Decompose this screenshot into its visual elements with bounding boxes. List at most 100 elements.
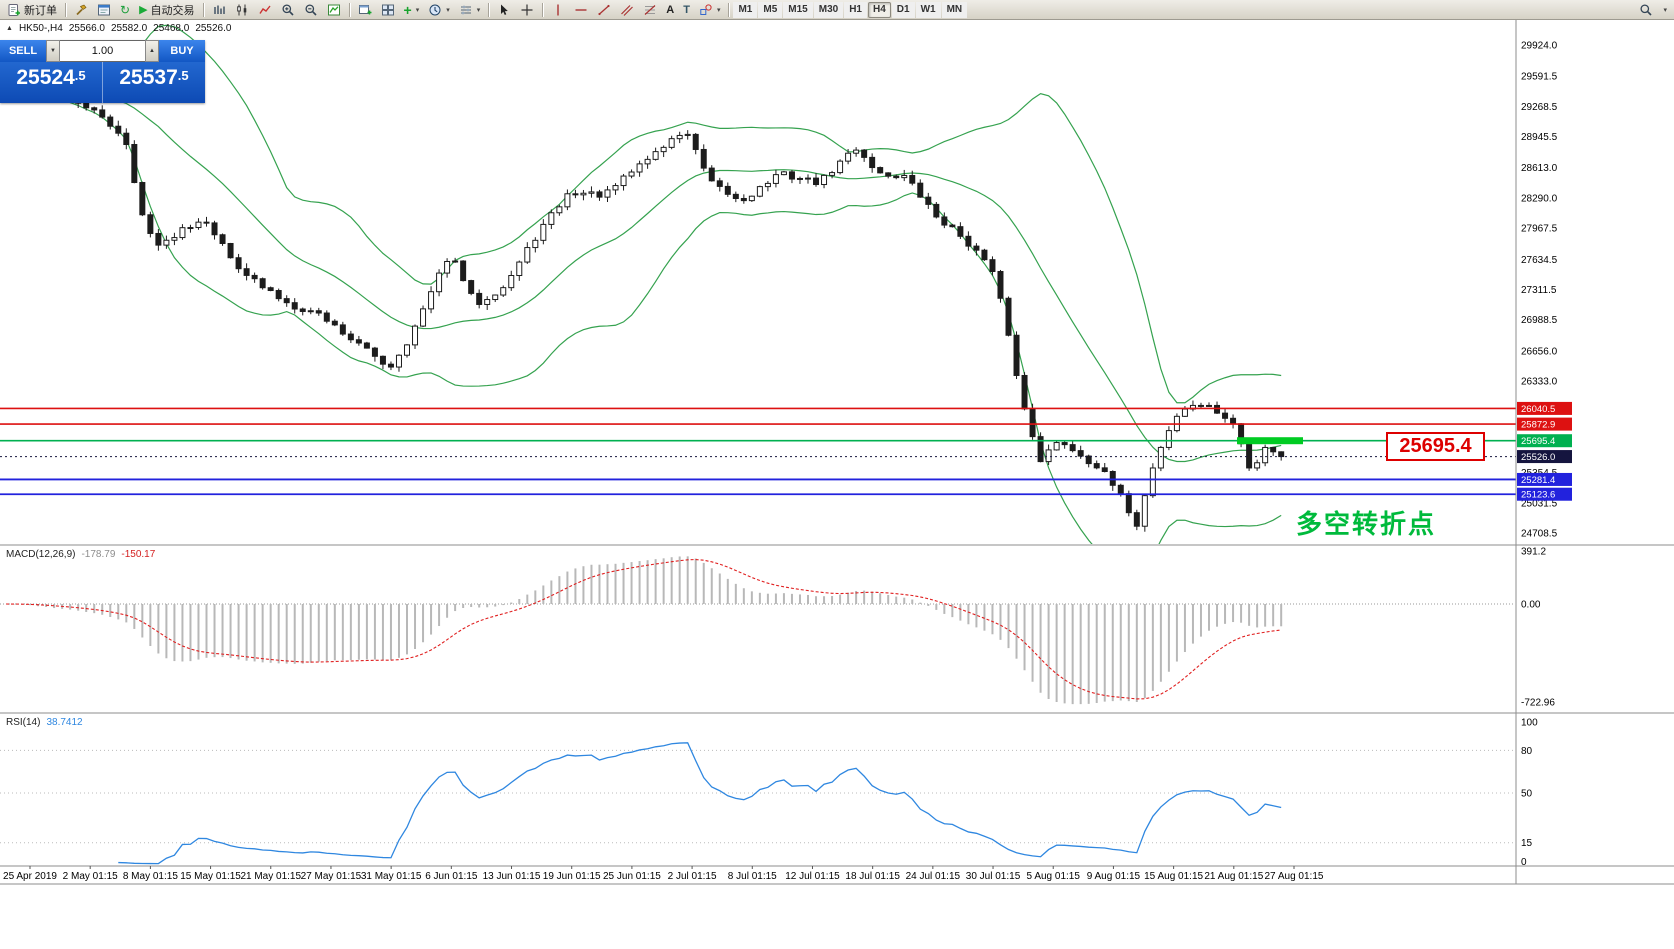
rsi-scale-label: 15 (1521, 838, 1533, 849)
timeframe-m5-button[interactable]: M5 (758, 1, 783, 18)
timeframe-mn-button[interactable]: MN (941, 1, 968, 18)
price-level-callout[interactable]: 25695.4 (1386, 432, 1485, 461)
macd-signal-value: -150.17 (121, 549, 156, 560)
zoom-out-icon (304, 3, 317, 16)
autotrading-button[interactable]: ▶ 自动交易 (135, 1, 198, 19)
chart-properties-button[interactable]: ▾ (455, 1, 485, 19)
highlight-segment[interactable] (1237, 437, 1303, 445)
caret-down-icon: ▼ (50, 48, 56, 54)
letter-a-icon: A (666, 3, 675, 16)
timeframe-d1-button[interactable]: D1 (891, 1, 915, 18)
chevron-down-icon: ▾ (716, 6, 721, 14)
volume-decrease-button[interactable]: ▼ (46, 40, 60, 62)
refresh-button[interactable]: ↻ (116, 1, 134, 19)
time-axis: 25 Apr 2019 2 May 01:15 8 May 01:15 15 May … (3, 866, 1324, 882)
time-axis-label: 15 May 01:15 (180, 871, 241, 882)
new-order-button[interactable]: 新订单 (3, 1, 61, 19)
cursor-button[interactable] (493, 1, 515, 19)
fibonacci-button[interactable] (639, 1, 661, 19)
indicators-button[interactable] (323, 1, 345, 19)
time-axis-label: 8 May 01:15 (123, 871, 178, 882)
zoom-out-button[interactable] (300, 1, 322, 19)
time-axis-label: 2 Jul 01:15 (668, 871, 717, 882)
crosshair-button[interactable] (516, 1, 538, 19)
time-axis-label: 18 Jul 01:15 (845, 871, 900, 882)
buy-button[interactable]: BUY (159, 40, 205, 62)
bollinger-bands (21, 24, 1282, 544)
line-chart-icon (258, 5, 271, 14)
horizontal-line-icon (575, 8, 587, 11)
rsi-scale-label: 100 (1521, 718, 1538, 729)
timeframe-m1-button[interactable]: M1 (733, 1, 758, 18)
volume-input[interactable]: 1.00 (60, 40, 145, 62)
rsi-scale-label: 80 (1521, 746, 1533, 757)
shapes-button[interactable]: ▾ (695, 1, 725, 19)
new-order-label: 新订单 (24, 4, 57, 17)
timeframe-m30-button[interactable]: M30 (813, 1, 844, 18)
line-chart-button[interactable] (254, 1, 276, 19)
period-button[interactable]: ▾ (424, 1, 454, 19)
market-watch-button[interactable] (93, 1, 115, 19)
timeframe-h1-button[interactable]: H1 (844, 1, 867, 18)
price-axis-label: 29591.5 (1521, 72, 1558, 83)
channel-icon (621, 4, 634, 16)
time-axis-label: 5 Aug 01:15 (1027, 871, 1081, 882)
timeframe-h4-button[interactable]: H4 (867, 1, 891, 18)
horizontal-line-button[interactable] (570, 1, 592, 19)
sell-button[interactable]: SELL (0, 40, 46, 62)
bar-chart-button[interactable] (208, 1, 230, 19)
price-tag (1517, 472, 1572, 486)
zoom-in-button[interactable] (277, 1, 299, 19)
price-tag-label: 25281.4 (1521, 475, 1555, 486)
time-axis-label: 25 Apr 2019 (3, 871, 57, 882)
chevron-down-icon: ▾ (415, 6, 420, 14)
close-value: 25526.0 (195, 23, 232, 34)
trendline-button[interactable] (593, 1, 615, 19)
price-axis-label: 26333.0 (1521, 377, 1558, 388)
buy-price[interactable]: 25537 .5 (103, 62, 205, 103)
separator (348, 2, 350, 17)
time-axis-label: 15 Aug 01:15 (1144, 871, 1203, 882)
letter-t-icon: T (683, 3, 690, 16)
macd-name: MACD(12,26,9) (6, 549, 76, 560)
price-axis-label: 26656.0 (1521, 346, 1558, 357)
add-indicator-button[interactable]: + ▾ (400, 1, 424, 19)
vertical-line-icon (557, 4, 559, 15)
toolbar-overflow-button[interactable]: ▾ (1658, 1, 1671, 19)
time-axis-label: 12 Jul 01:15 (785, 871, 840, 882)
separator (542, 2, 544, 17)
channel-button[interactable] (616, 1, 638, 19)
clock-icon (429, 4, 441, 15)
text-button[interactable]: A (662, 1, 678, 19)
time-axis-label: 9 Aug 01:15 (1087, 871, 1141, 882)
hammer-icon (76, 4, 87, 15)
bar-chart-icon (213, 5, 225, 14)
trendline-icon (598, 4, 610, 15)
macd-scale-label: 0.00 (1521, 600, 1541, 611)
play-icon: ▶ (139, 3, 148, 16)
new-chart-button[interactable] (354, 1, 376, 19)
tile-windows-button[interactable] (377, 1, 399, 19)
timeframe-w1-button[interactable]: W1 (915, 1, 941, 18)
autotrading-label: 自动交易 (150, 4, 195, 17)
timeframe-m15-button[interactable]: M15 (783, 1, 813, 18)
price-tag (1517, 487, 1572, 501)
price-axis-label: 27967.5 (1521, 224, 1558, 235)
price-tag (1517, 417, 1572, 431)
price-axis-label: 28945.5 (1521, 132, 1558, 143)
candlestick-button[interactable] (231, 1, 253, 19)
search-button[interactable] (1635, 1, 1657, 19)
text-label-button[interactable]: T (679, 1, 694, 19)
volume-increase-button[interactable]: ▲ (145, 40, 159, 62)
price-tag-label: 25872.9 (1521, 420, 1555, 431)
rsi-label: RSI(14) 38.7412 (6, 717, 83, 728)
search-icon (1640, 3, 1653, 16)
macd-indicator (0, 556, 1515, 705)
separator (65, 2, 66, 17)
vertical-line-button[interactable] (547, 1, 569, 19)
sell-price[interactable]: 25524 .5 (0, 62, 103, 103)
turning-point-note[interactable]: 多空转折点 (1296, 509, 1437, 539)
tools-button[interactable] (70, 1, 92, 19)
window-icon (98, 4, 110, 15)
